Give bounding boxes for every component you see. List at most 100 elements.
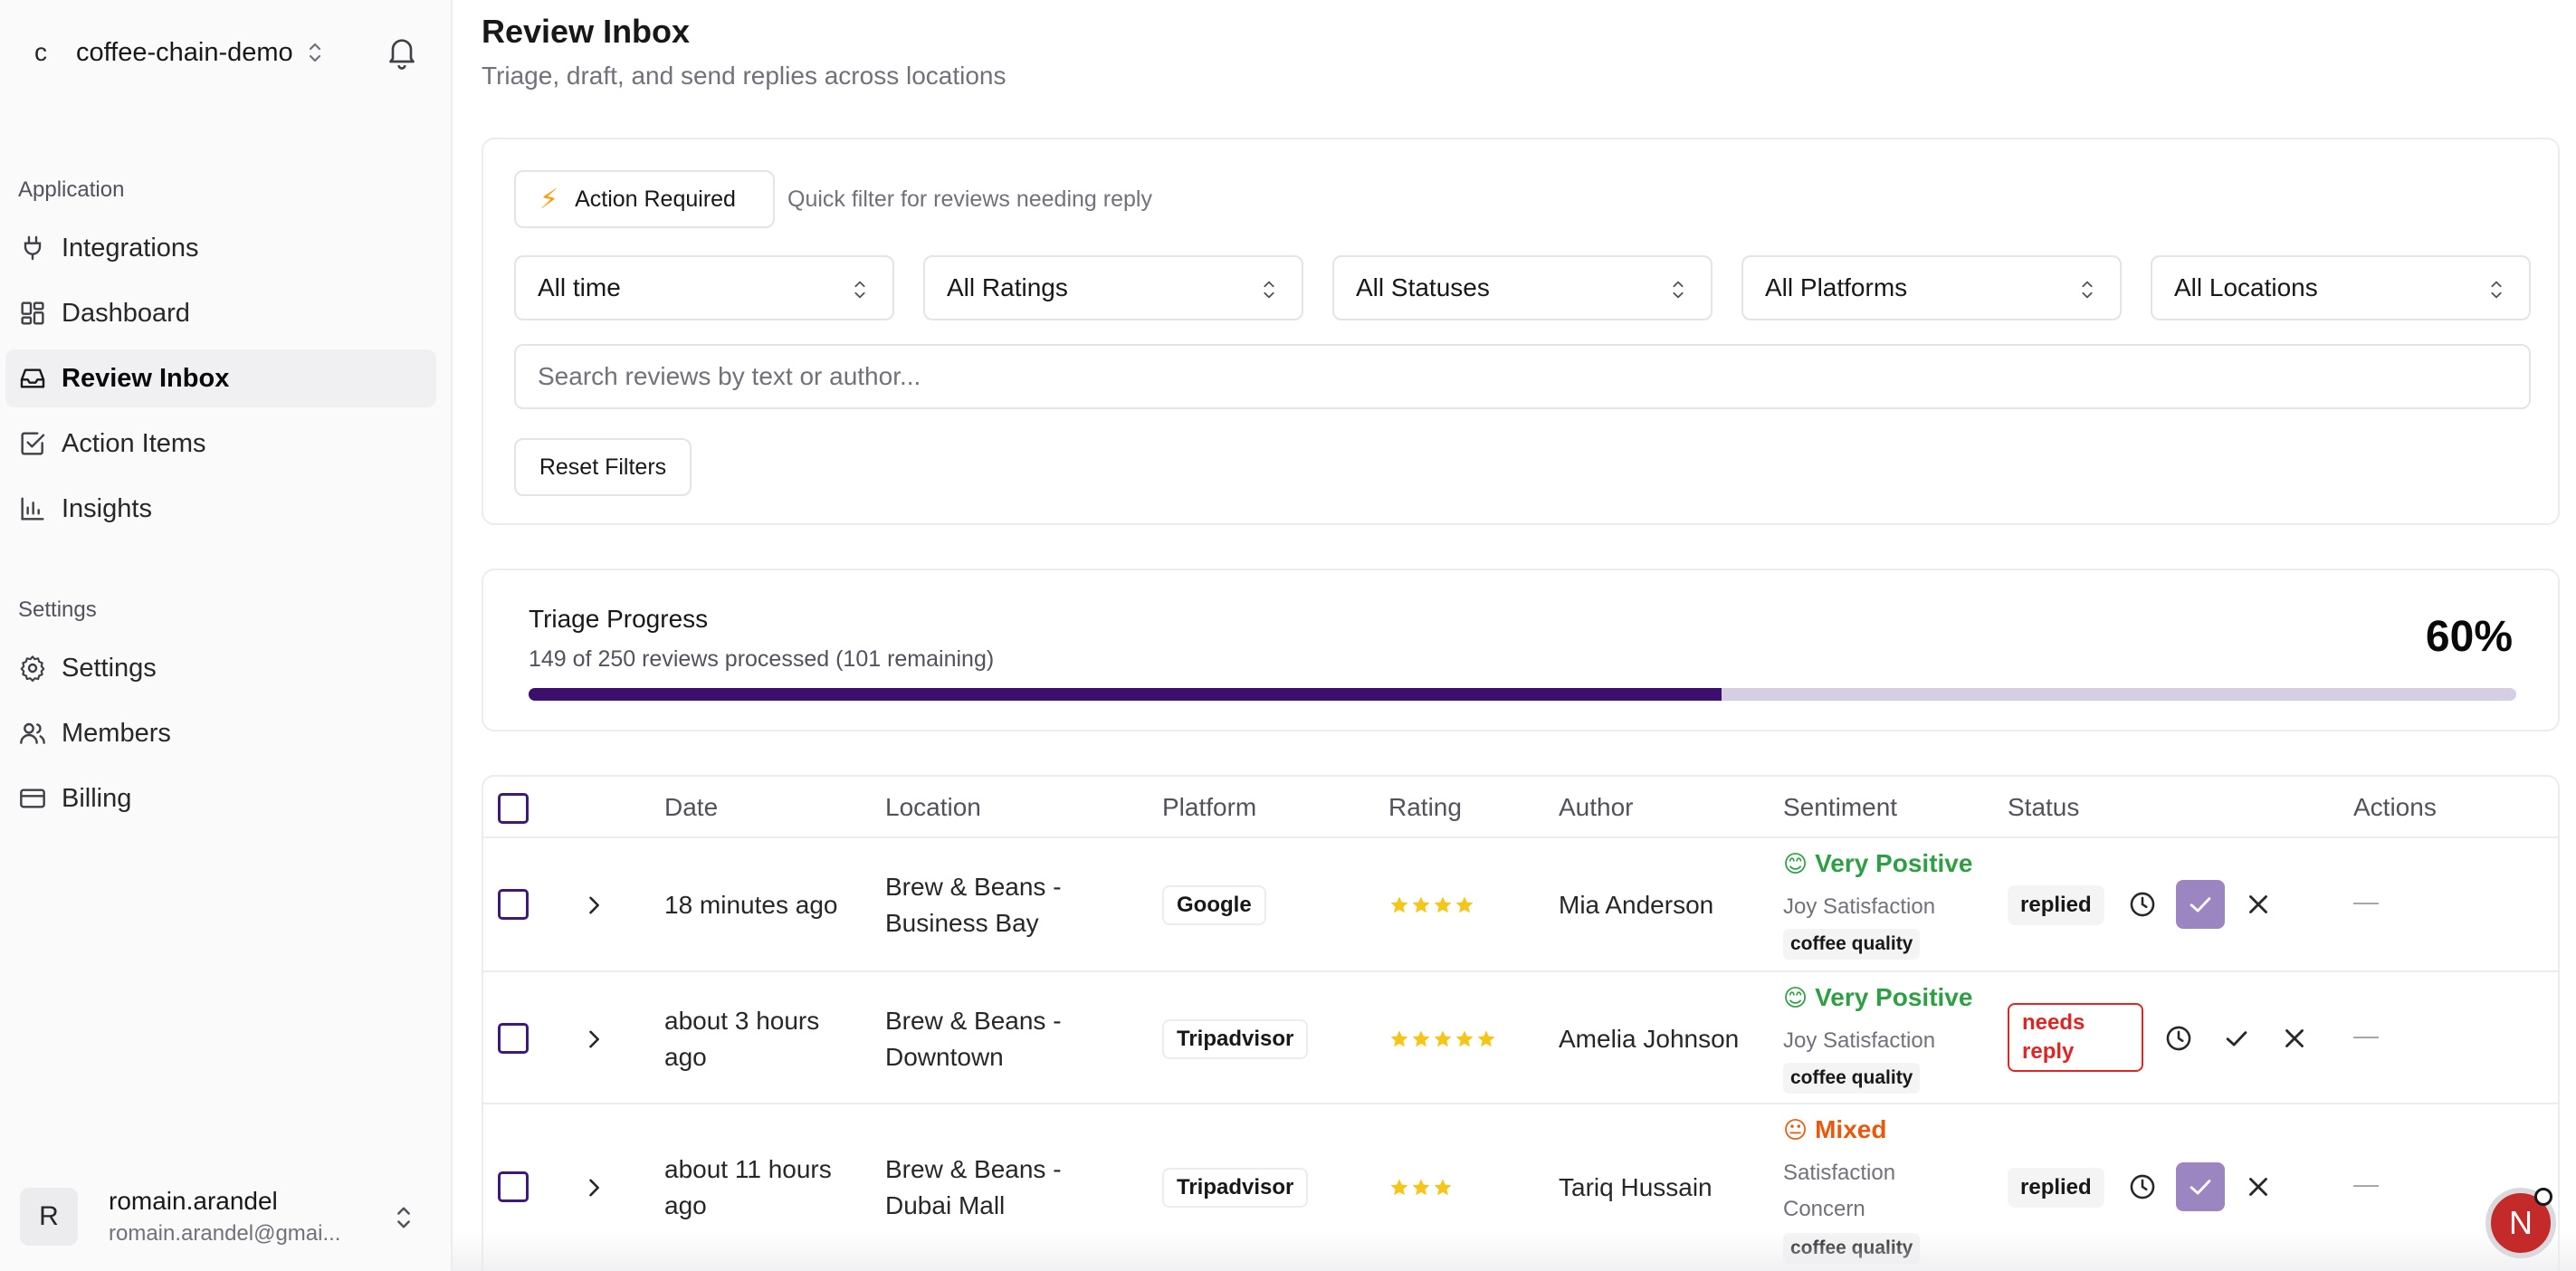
date-line: ago xyxy=(664,1191,707,1219)
credit-card-icon xyxy=(20,788,45,808)
sidebar-item-integrations[interactable]: Integrations xyxy=(5,219,436,277)
search-input[interactable]: Search reviews by text or author... xyxy=(514,344,2531,409)
review-author: Amelia Johnson xyxy=(1559,1025,1740,1053)
column-header-location[interactable]: Location xyxy=(885,793,981,821)
action-required-label: Action Required xyxy=(575,186,736,212)
review-location: Brew & Beans - Business Bay xyxy=(885,869,1062,941)
reviews-table: Date Location Platform Rating Author Sen… xyxy=(482,775,2560,1271)
row-checkbox[interactable] xyxy=(498,889,529,920)
select-value: All Statuses xyxy=(1356,273,1490,301)
sidebar-item-insights[interactable]: Insights xyxy=(5,480,436,538)
star-icon xyxy=(1455,1030,1474,1047)
location-line: Business Bay xyxy=(885,909,1039,937)
dismiss-button[interactable] xyxy=(2270,1014,2319,1063)
sentiment-text: Very Positive xyxy=(1815,849,1973,877)
sentiment-text: Very Positive xyxy=(1815,983,1973,1011)
row-checkbox[interactable] xyxy=(498,1023,529,1054)
status-badge: replied xyxy=(2008,1168,2104,1208)
column-header-platform[interactable]: Platform xyxy=(1162,793,1257,821)
filters-panel: ⚡ Action Required Quick filter for revie… xyxy=(482,138,2560,525)
sidebar-item-action-items[interactable]: Action Items xyxy=(5,415,436,473)
checkbox-icon xyxy=(21,432,45,455)
review-location: Brew & Beans - Dubai Mall xyxy=(885,1152,1062,1224)
star-rating xyxy=(1388,1177,1454,1199)
reset-filters-button[interactable]: Reset Filters xyxy=(514,438,692,496)
dashboard-icon xyxy=(21,301,44,325)
dismiss-button[interactable] xyxy=(2234,880,2283,929)
review-location: Brew & Beans - Downtown xyxy=(885,1003,1062,1075)
column-header-author[interactable]: Author xyxy=(1559,793,1634,821)
star-icon xyxy=(1434,896,1452,913)
mark-done-button[interactable] xyxy=(2176,1162,2225,1211)
sidebar-item-settings[interactable]: Settings xyxy=(5,639,436,697)
triage-progress-card: Triage Progress 149 of 250 reviews proce… xyxy=(482,569,2560,731)
column-header-rating[interactable]: Rating xyxy=(1388,793,1462,821)
sentiment-text: Mixed xyxy=(1815,1115,1887,1143)
snooze-button[interactable] xyxy=(2118,880,2167,929)
row-checkbox[interactable] xyxy=(498,1171,529,1202)
location-line: Brew & Beans - xyxy=(885,873,1062,901)
platform-badge: Tripadvisor xyxy=(1162,1168,1309,1208)
platform-filter-select[interactable]: All Platforms xyxy=(1741,255,2122,320)
snooze-button[interactable] xyxy=(2118,1162,2167,1211)
platform-badge: Tripadvisor xyxy=(1162,1019,1309,1059)
chevrons-up-down-icon xyxy=(1264,281,1274,299)
lightning-icon: ⚡ xyxy=(539,184,559,215)
action-required-hint: Quick filter for reviews needing reply xyxy=(787,186,1152,212)
bell-icon[interactable] xyxy=(384,34,420,71)
group-label-settings: Settings xyxy=(18,597,97,622)
clock-icon xyxy=(2130,892,2155,917)
table-row[interactable]: 18 minutes ago Brew & Beans - Business B… xyxy=(483,836,2558,970)
status-filter-select[interactable]: All Statuses xyxy=(1332,255,1713,320)
chevron-right-icon[interactable] xyxy=(581,1027,606,1052)
review-date: about 3 hours ago xyxy=(664,1003,819,1075)
time-filter-select[interactable]: All time xyxy=(514,255,894,320)
user-menu[interactable]: R romain.arandel romain.arandel@gmai... xyxy=(5,1173,436,1260)
close-icon xyxy=(2249,895,2267,913)
chevrons-up-down-icon xyxy=(309,43,320,62)
gear-icon xyxy=(20,655,45,683)
sidebar-item-dashboard[interactable]: Dashboard xyxy=(5,284,436,342)
star-rating xyxy=(1388,894,1475,916)
workspace-name: coffee-chain-demo xyxy=(76,37,293,67)
sidebar-item-members[interactable]: Members xyxy=(5,704,436,762)
progress-bar xyxy=(529,688,2516,701)
date-line: about 11 hours xyxy=(664,1155,832,1183)
sidebar-item-label: Members xyxy=(62,718,171,748)
assistant-launcher-button[interactable]: N xyxy=(2485,1188,2556,1258)
status-badge: replied xyxy=(2008,885,2104,925)
column-header-actions: Actions xyxy=(2353,793,2437,821)
mark-done-button[interactable] xyxy=(2212,1014,2261,1063)
workspace-switcher[interactable]: c coffee-chain-demo xyxy=(18,25,427,80)
mark-done-button[interactable] xyxy=(2176,880,2225,929)
table-row[interactable]: about 3 hours ago Brew & Beans - Downtow… xyxy=(483,970,2558,1103)
column-header-status[interactable]: Status xyxy=(2008,793,2080,821)
chevron-right-icon[interactable] xyxy=(581,1175,606,1200)
column-header-sentiment[interactable]: Sentiment xyxy=(1783,793,1898,821)
select-all-checkbox[interactable] xyxy=(498,793,529,824)
location-line: Dubai Mall xyxy=(885,1191,1006,1219)
rating-filter-select[interactable]: All Ratings xyxy=(923,255,1303,320)
star-icon xyxy=(1390,1179,1408,1196)
chevron-right-icon[interactable] xyxy=(581,893,606,918)
inbox-icon xyxy=(20,368,45,388)
users-icon xyxy=(20,722,45,744)
star-icon xyxy=(1477,1030,1495,1047)
sidebar-item-review-inbox[interactable]: Review Inbox xyxy=(5,349,436,407)
sidebar-item-billing[interactable]: Billing xyxy=(5,769,436,827)
progress-bar-fill xyxy=(529,688,1722,701)
location-filter-select[interactable]: All Locations xyxy=(2151,255,2531,320)
sidebar-item-label: Insights xyxy=(62,493,152,523)
sentiment-label: 😐 Mixed xyxy=(1783,1115,1886,1144)
progress-summary: 149 of 250 reviews processed (101 remain… xyxy=(529,646,995,672)
user-email: romain.arandel@gmai... xyxy=(109,1221,341,1246)
plug-icon xyxy=(24,235,42,261)
action-required-button[interactable]: ⚡ Action Required xyxy=(514,170,775,228)
column-header-date[interactable]: Date xyxy=(664,793,719,821)
sidebar-item-label: Dashboard xyxy=(62,298,190,328)
table-row[interactable]: about 11 hours ago Brew & Beans - Dubai … xyxy=(483,1103,2558,1271)
snooze-button[interactable] xyxy=(2154,1014,2203,1063)
dismiss-button[interactable] xyxy=(2234,1162,2283,1211)
status-badge: needs reply xyxy=(2008,1003,2143,1072)
clock-icon xyxy=(2130,1174,2155,1199)
